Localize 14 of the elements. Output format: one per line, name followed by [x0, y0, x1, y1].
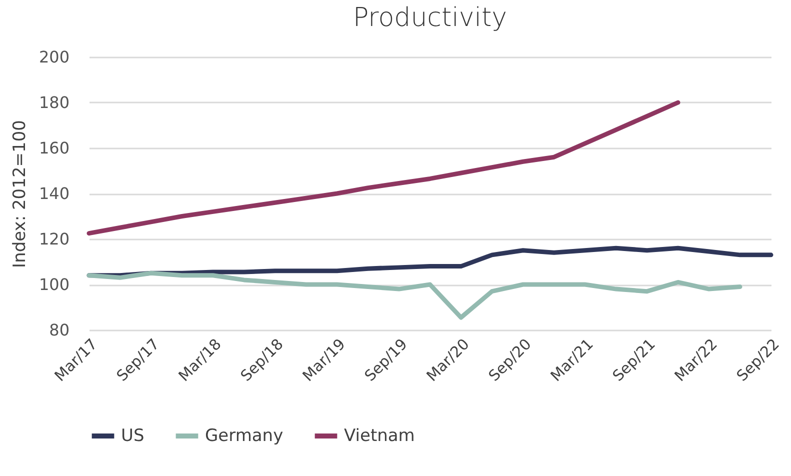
y-tick-label: 80	[49, 320, 70, 340]
y-tick-label: 140	[38, 184, 70, 203]
legend-label: US	[121, 426, 144, 446]
y-tick-label: 160	[38, 138, 70, 158]
y-tick-label: 180	[38, 93, 70, 112]
line-series	[86, 100, 680, 236]
y-tick-label: 200	[38, 48, 70, 66]
legend-label: Germany	[205, 426, 284, 446]
y-axis-title: Index: 2012=100	[10, 120, 30, 268]
y-tick-label: 100	[38, 275, 70, 294]
y-tick-label: 120	[38, 230, 70, 248]
chart-title: Productivity	[352, 3, 508, 33]
line-series	[86, 270, 742, 320]
legend-label: Vietnam	[344, 426, 415, 446]
